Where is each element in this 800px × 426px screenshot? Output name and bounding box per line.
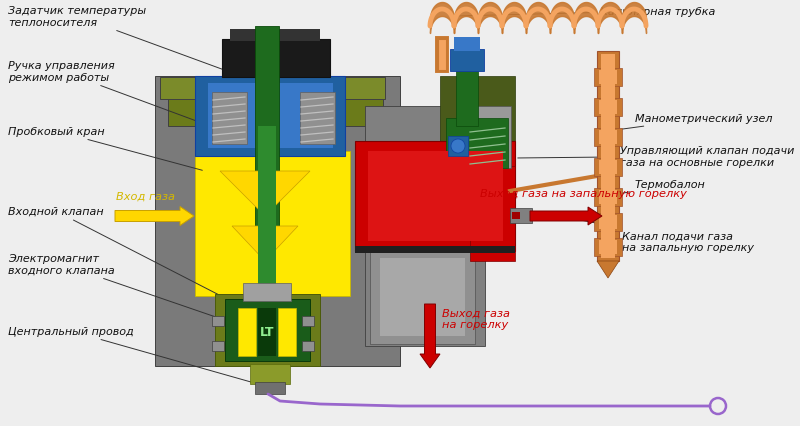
Polygon shape — [220, 172, 310, 216]
Bar — [258, 127, 276, 286]
Text: Пробковый кран: Пробковый кран — [8, 127, 202, 171]
Text: LT: LT — [260, 326, 274, 339]
Circle shape — [451, 140, 465, 154]
Bar — [168, 97, 383, 127]
Bar — [212, 341, 224, 351]
Text: Входной клапан: Входной клапан — [8, 207, 222, 297]
Bar — [368, 152, 503, 242]
Bar — [370, 251, 475, 344]
Bar — [212, 316, 224, 326]
Bar — [594, 129, 622, 147]
Bar — [302, 341, 314, 351]
Bar — [601, 55, 615, 259]
Text: Манометрический узел: Манометрический узел — [610, 114, 773, 131]
Bar — [599, 190, 617, 204]
Text: Вход газа: Вход газа — [116, 192, 175, 201]
Bar — [215, 294, 320, 366]
Text: Электромагнит
входного клапана: Электромагнит входного клапана — [8, 253, 239, 325]
Bar — [160, 78, 385, 100]
Bar — [454, 38, 480, 52]
Text: Выход газа на запальную горелку: Выход газа на запальную горелку — [480, 189, 687, 199]
Bar — [510, 208, 532, 224]
Bar — [355, 142, 515, 251]
Bar — [380, 259, 465, 336]
Bar — [597, 52, 619, 262]
Bar — [238, 308, 256, 356]
Polygon shape — [597, 262, 619, 278]
Bar — [440, 77, 515, 177]
Bar — [474, 107, 511, 169]
Bar — [195, 77, 345, 157]
Bar — [195, 152, 350, 296]
FancyArrow shape — [530, 207, 602, 225]
Text: Капилярная трубка: Капилярная трубка — [457, 7, 715, 17]
Bar — [258, 308, 276, 356]
Bar — [155, 77, 400, 366]
Bar — [225, 299, 310, 361]
Bar — [448, 137, 468, 157]
FancyArrow shape — [420, 304, 440, 368]
Bar — [599, 240, 617, 254]
Bar — [212, 93, 247, 145]
Text: Выход газа
на горелку: Выход газа на горелку — [442, 308, 510, 329]
Bar — [594, 158, 622, 177]
Bar — [594, 99, 622, 117]
Text: Ручка управления
режимом работы: Ручка управления режимом работы — [8, 61, 207, 126]
Bar — [594, 189, 622, 207]
Bar — [222, 40, 330, 78]
Text: Канал подачи газа
на запальную горелку: Канал подачи газа на запальную горелку — [562, 217, 754, 252]
Bar — [446, 119, 508, 169]
Bar — [599, 131, 617, 145]
Bar — [230, 30, 320, 42]
Bar — [208, 84, 333, 149]
Bar — [599, 71, 617, 85]
Bar — [300, 93, 335, 145]
Bar — [512, 213, 520, 219]
FancyArrow shape — [115, 207, 194, 226]
Bar — [355, 246, 515, 253]
Polygon shape — [232, 227, 298, 262]
Bar — [456, 67, 478, 127]
Bar — [599, 161, 617, 175]
Bar — [255, 27, 279, 227]
Bar — [594, 239, 622, 256]
Bar — [255, 382, 285, 394]
Bar — [594, 69, 622, 87]
Text: Термобалон: Термобалон — [610, 180, 706, 196]
Bar — [594, 213, 622, 231]
Bar — [365, 107, 485, 346]
Text: Центральный провод: Центральный провод — [8, 326, 255, 383]
Bar — [599, 101, 617, 115]
Bar — [599, 216, 617, 230]
Bar — [302, 316, 314, 326]
Bar — [470, 167, 515, 262]
Bar — [278, 308, 296, 356]
Text: Задатчик температуры
теплоносителя: Задатчик температуры теплоносителя — [8, 6, 266, 86]
Bar — [250, 364, 290, 384]
Bar — [450, 50, 484, 72]
Bar — [243, 283, 291, 301]
Text: Управляющий клапан подачи
газа на основные горелки: Управляющий клапан подачи газа на основн… — [518, 146, 794, 167]
